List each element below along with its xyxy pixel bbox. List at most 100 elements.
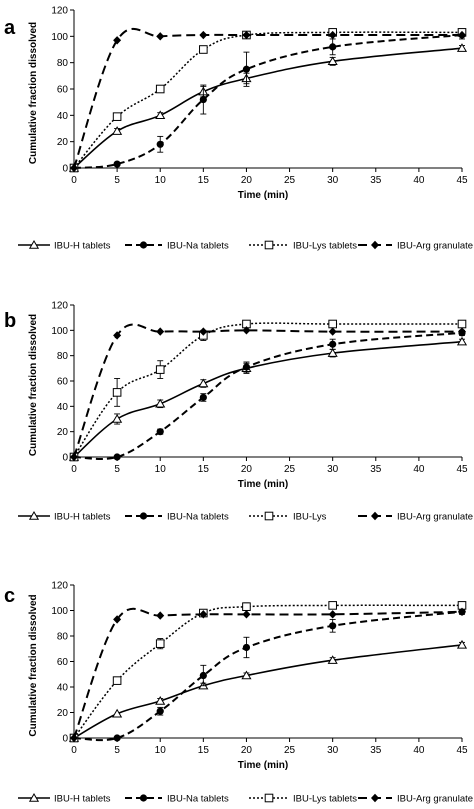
legend-label: IBU-H tablets [54, 241, 111, 252]
legend-marker [264, 793, 274, 803]
data-point [155, 696, 166, 705]
x-tick-label: 5 [114, 745, 120, 756]
x-tick-label: 45 [456, 175, 468, 186]
y-tick-label: 80 [57, 632, 69, 643]
y-tick-label: 80 [57, 351, 69, 362]
legend-label: IBU-Arg granulate [397, 512, 473, 523]
legend-marker [264, 511, 274, 521]
y-tick-label: 120 [51, 6, 68, 17]
legend-a: IBU-H tablets IBU-Na tablets IBU-Lys table… [18, 240, 473, 252]
data-point [328, 319, 337, 329]
data-point [327, 348, 338, 357]
x-tick-label: 40 [413, 745, 425, 756]
x-tick-label: 45 [456, 745, 468, 756]
series-2 [69, 319, 467, 462]
data-point [113, 453, 121, 461]
data-point [156, 707, 164, 715]
data-point [112, 112, 122, 121]
data-point [112, 388, 122, 397]
series-line [73, 331, 463, 461]
data-point [156, 428, 164, 436]
y-tick-label: 100 [51, 32, 68, 43]
series-line [73, 644, 463, 739]
legend-marker [139, 241, 148, 249]
series-line [73, 47, 463, 169]
x-tick-label: 15 [198, 464, 210, 475]
data-point [198, 378, 209, 388]
data-point [242, 602, 251, 611]
data-point [456, 43, 468, 52]
x-tick-label: 0 [71, 175, 77, 186]
series-0 [68, 43, 468, 172]
y-axis-title: Cumulative fraction dissolved [28, 22, 39, 164]
y-tick-label: 20 [57, 427, 69, 438]
x-tick-label: 35 [370, 745, 382, 756]
data-point [155, 639, 165, 648]
data-point [112, 126, 123, 135]
series-line [73, 34, 463, 169]
x-tick-label: 0 [71, 745, 77, 756]
legend-marker [28, 240, 40, 249]
series-line [73, 322, 462, 458]
y-tick-label: 0 [62, 734, 68, 745]
series-1 [70, 329, 466, 461]
data-point [458, 607, 466, 616]
x-axis-title: Time (min) [238, 479, 288, 490]
x-tick-label: 30 [327, 745, 339, 756]
data-point [199, 45, 208, 54]
data-point [199, 30, 208, 40]
legend-marker [371, 511, 379, 521]
y-tick-label: 60 [57, 657, 69, 668]
data-point [242, 610, 251, 619]
data-point [242, 363, 251, 371]
data-point [70, 452, 78, 462]
panel-letter-c: c [4, 585, 15, 607]
series-line [73, 610, 463, 742]
legend-label: IBU-Na tablets [167, 241, 229, 252]
series-3 [70, 607, 466, 743]
legend-label: IBU-Lys [293, 512, 327, 523]
data-point [156, 140, 164, 148]
legend-label: IBU-Lys tablets [293, 794, 357, 805]
x-tick-label: 40 [413, 175, 425, 186]
legend-marker [28, 793, 40, 802]
series-3 [70, 323, 466, 462]
x-tick-label: 5 [114, 464, 120, 475]
data-point [457, 319, 467, 329]
legend-label: IBU-H tablets [54, 512, 111, 523]
x-tick-label: 0 [71, 464, 77, 475]
legend-marker [139, 512, 148, 520]
legend-label: IBU-Na tablets [167, 512, 229, 523]
data-point [242, 643, 251, 652]
data-point [70, 163, 78, 173]
data-point [112, 676, 122, 685]
panel-letter-a: a [4, 17, 16, 39]
legend-marker [371, 793, 379, 803]
x-tick-label: 25 [284, 745, 296, 756]
data-point [328, 30, 337, 40]
series-0 [68, 639, 468, 742]
x-tick-label: 35 [370, 175, 382, 186]
x-tick-label: 20 [241, 175, 253, 186]
series-2 [69, 28, 467, 173]
data-point [113, 331, 122, 340]
y-tick-label: 40 [57, 111, 69, 122]
data-point [155, 110, 166, 120]
y-tick-label: 100 [51, 606, 68, 617]
data-point [242, 326, 251, 335]
data-point [328, 327, 337, 336]
data-point [329, 622, 337, 630]
x-axis-title: Time (min) [238, 760, 288, 771]
data-point [113, 734, 121, 742]
data-point [199, 393, 207, 402]
panel-b: b 0 20 40 60 80 100 120 0 5 10 15 20 25 30 35 40 45 Time (… [4, 301, 473, 523]
y-tick-label: 20 [57, 137, 69, 148]
data-point [458, 327, 466, 336]
legend-marker [28, 511, 40, 520]
panel-letter-b: b [4, 310, 16, 332]
data-point [155, 398, 166, 408]
data-point [199, 95, 207, 104]
data-point [155, 365, 165, 374]
y-tick-label: 20 [57, 708, 69, 719]
series-1 [70, 30, 466, 172]
